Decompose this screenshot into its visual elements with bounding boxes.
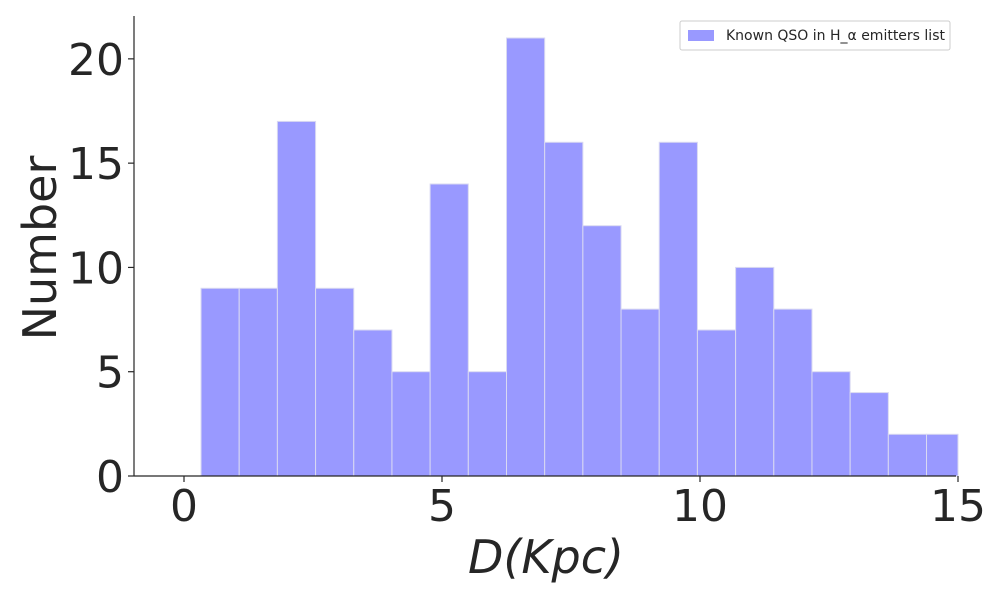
y-tick-label: 5 [96, 348, 124, 399]
histogram-bar [545, 142, 583, 476]
x-ticks: 0 5 10 15 [170, 476, 986, 532]
y-tick-label: 0 [96, 452, 124, 503]
histogram-bar [736, 267, 774, 476]
histogram-bar [812, 372, 850, 476]
histogram-bar [583, 226, 621, 476]
x-axis-title: D(Kpc) [468, 530, 624, 584]
histogram-bar [507, 38, 545, 476]
legend-label: Known QSO in H_α emitters list [726, 28, 945, 44]
histogram-bar [430, 184, 468, 476]
histogram-bar [774, 309, 812, 476]
y-axis-title: Number [13, 156, 67, 341]
histogram-bar [659, 142, 697, 476]
histogram-bar [201, 288, 239, 476]
legend-swatch [688, 30, 714, 41]
histogram-bar [850, 393, 888, 476]
histogram-bar [927, 434, 958, 476]
legend: Known QSO in H_α emitters list [680, 21, 950, 50]
histogram-bar [468, 372, 506, 476]
histogram-bar [392, 372, 430, 476]
y-ticks: 0 5 10 15 20 [68, 35, 134, 503]
histogram-bar [239, 288, 277, 476]
histogram-bars [201, 38, 958, 476]
y-tick-label: 10 [68, 243, 124, 294]
histogram-bar [888, 434, 926, 476]
histogram-bar [697, 330, 735, 476]
histogram-bar [277, 121, 315, 476]
y-tick-label: 15 [68, 139, 124, 190]
histogram-bar [354, 330, 392, 476]
y-tick-label: 20 [68, 35, 124, 86]
x-tick-label: 0 [170, 481, 198, 532]
histogram-bar [621, 309, 659, 476]
x-tick-label: 10 [672, 481, 728, 532]
histogram-bar [316, 288, 354, 476]
x-tick-label: 15 [930, 481, 986, 532]
x-tick-label: 5 [428, 481, 456, 532]
